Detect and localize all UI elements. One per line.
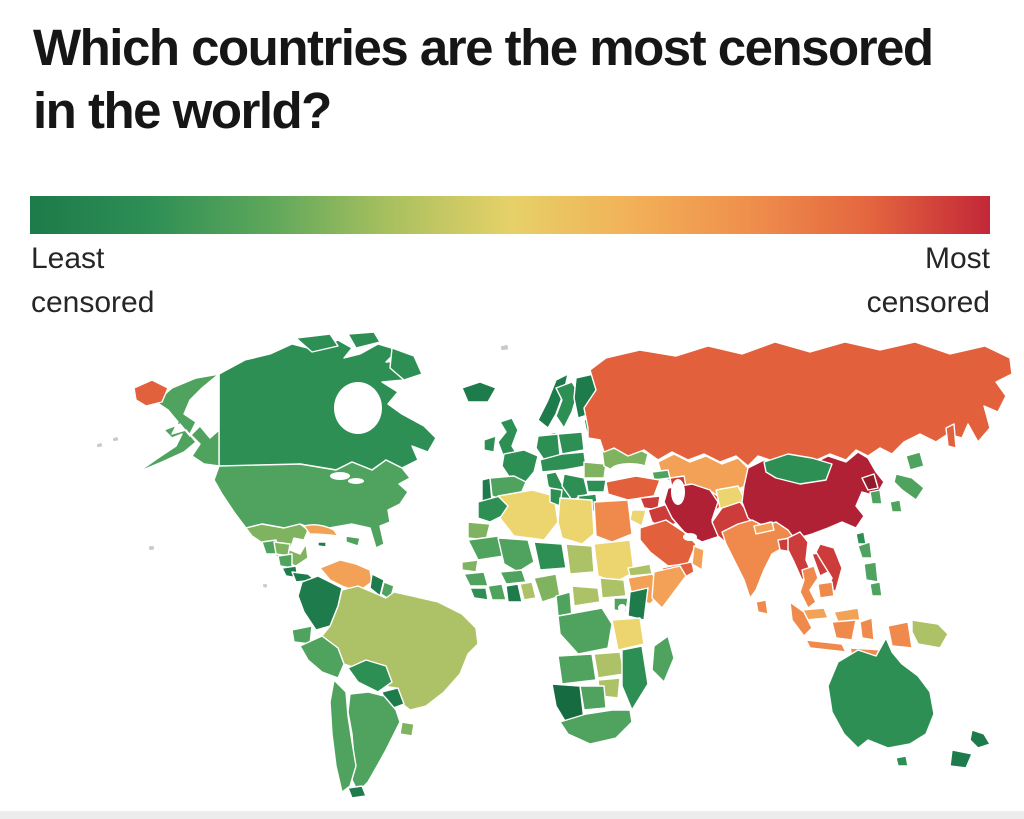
region-philippines — [857, 541, 873, 559]
hudson-bay — [334, 382, 382, 434]
region-jordan — [629, 509, 647, 527]
region-japan — [905, 451, 925, 471]
world-choropleth-map — [95, 331, 1013, 799]
region-philippines — [869, 581, 883, 597]
region-nicaragua — [277, 553, 293, 569]
region-france — [501, 449, 539, 485]
lake-victoria — [618, 604, 626, 612]
great-lakes — [330, 472, 350, 480]
region-taiwan — [855, 531, 867, 545]
region-russia — [583, 341, 1013, 467]
region-madagascar — [651, 635, 675, 683]
region-arctic-islands — [295, 333, 339, 353]
region-hispaniola — [345, 535, 361, 547]
region-aleutians — [95, 441, 104, 449]
region-oman — [691, 545, 705, 571]
region-aleutians — [111, 435, 120, 443]
region-thailand — [799, 565, 819, 609]
region-libya — [557, 497, 595, 545]
region-north-korea — [861, 473, 879, 491]
region-sulawesi — [859, 617, 875, 641]
region-tanzania — [611, 617, 645, 651]
legend-max-label: Most censored — [866, 242, 990, 319]
region-philippines — [863, 561, 879, 583]
region-niger — [533, 541, 567, 571]
region-uruguay — [399, 721, 415, 737]
region-poland — [557, 431, 585, 455]
region-cuba — [303, 523, 339, 537]
region-tierra-del-fuego — [347, 785, 367, 799]
region-tasmania — [895, 755, 909, 767]
page-title: Which countries are the most censored in… — [33, 19, 934, 139]
region-bulgaria — [585, 479, 607, 493]
region-sumatra — [789, 601, 813, 637]
region-sierra-leone — [469, 587, 489, 601]
region-nepal — [753, 521, 775, 535]
region-svalbard — [499, 343, 510, 352]
region-sweden — [555, 381, 579, 429]
region-bolivia — [347, 659, 393, 693]
region-central-african-republic — [571, 585, 601, 607]
region-usa — [213, 459, 411, 549]
region-hawaii — [147, 544, 156, 552]
region-senegal — [461, 559, 479, 573]
region-drc — [557, 607, 613, 655]
region-ireland — [483, 435, 497, 453]
region-egypt — [593, 499, 633, 543]
region-guinea — [463, 571, 489, 587]
region-ivory-coast — [487, 583, 507, 601]
region-new-zealand-north — [969, 729, 991, 749]
region-kenya — [627, 587, 649, 621]
great-lakes — [348, 478, 364, 484]
region-mali — [497, 537, 535, 573]
region-japan — [893, 473, 925, 501]
region-romania — [583, 461, 607, 479]
region-japan — [889, 499, 903, 513]
region-south-sudan — [599, 577, 627, 599]
region-sakhalin — [945, 423, 957, 449]
region-chad — [565, 543, 595, 575]
region-ghana — [505, 583, 523, 603]
region-baffin-island — [389, 347, 423, 381]
region-zambia — [593, 651, 625, 679]
region-sri-lanka — [755, 599, 769, 615]
region-angola — [557, 653, 597, 685]
region-papua-new-guinea — [911, 619, 949, 649]
region-mozambique — [621, 645, 649, 711]
region-burkina-faso — [499, 569, 527, 585]
region-peru — [299, 635, 345, 679]
legend-min-label: Least censored — [31, 242, 155, 319]
region-mongolia — [763, 453, 833, 485]
region-jamaica — [317, 541, 327, 548]
region-chile — [329, 679, 357, 793]
region-malaysia-borneo — [833, 607, 861, 623]
region-alaska — [137, 373, 220, 473]
region-australia — [827, 637, 935, 749]
region-togo-benin — [519, 581, 537, 601]
region-galapagos — [261, 582, 269, 589]
region-india — [721, 519, 795, 599]
region-colombia — [297, 575, 343, 631]
region-argentina — [347, 691, 401, 793]
region-botswana — [579, 685, 607, 711]
legend-gradient-bar — [30, 196, 990, 234]
region-sudan — [593, 539, 635, 583]
region-west-papua — [887, 621, 913, 649]
region-new-zealand-south — [949, 749, 973, 769]
region-chukotka — [133, 379, 169, 407]
region-cambodia — [817, 581, 835, 599]
region-south-africa — [559, 709, 633, 745]
black-sea — [610, 463, 650, 477]
region-borneo — [831, 619, 857, 641]
region-iceland — [461, 381, 497, 403]
caspian-sea — [671, 479, 685, 505]
region-south-korea — [869, 489, 883, 505]
region-somalia — [651, 565, 687, 609]
bottom-strip — [0, 811, 1024, 819]
region-honduras — [273, 541, 291, 557]
persian-gulf — [683, 533, 697, 541]
region-algeria — [497, 489, 559, 541]
region-java — [805, 639, 847, 653]
region-arctic-islands — [347, 331, 381, 349]
